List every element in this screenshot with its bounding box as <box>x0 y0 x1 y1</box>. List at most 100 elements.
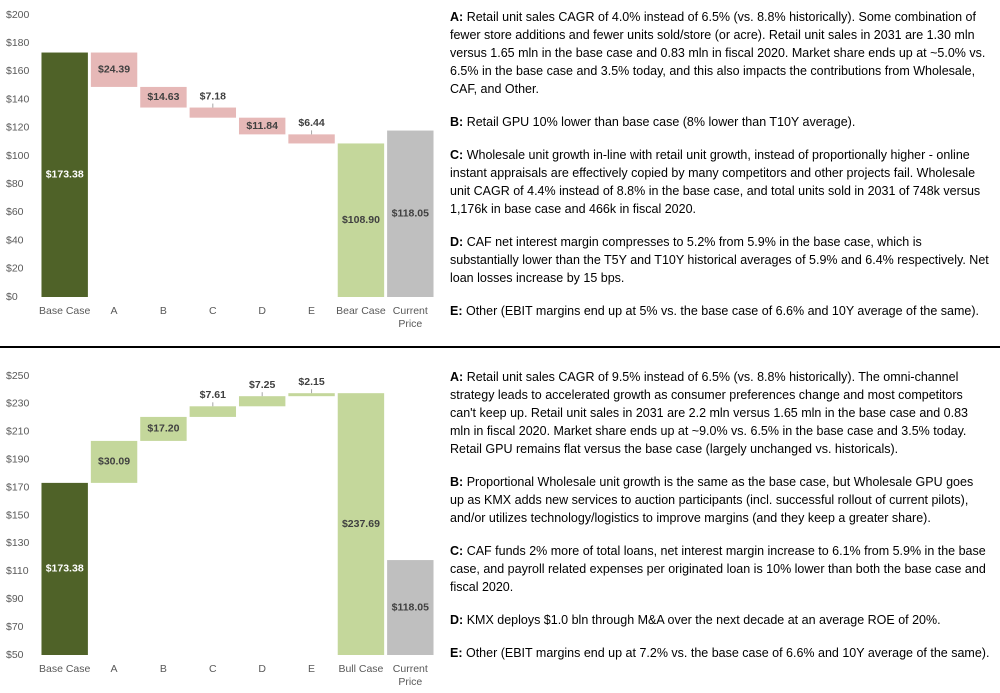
value-label: $7.18 <box>200 90 226 102</box>
y-tick-label: $80 <box>6 178 24 190</box>
note: C: CAF funds 2% more of total loans, net… <box>450 542 990 596</box>
x-tick-label: Bull Case <box>338 663 384 675</box>
value-label: $7.61 <box>200 389 226 401</box>
value-label: $7.25 <box>249 379 275 391</box>
value-label: $237.69 <box>342 518 380 530</box>
bar <box>189 107 237 118</box>
bar <box>337 393 385 655</box>
note: A: Retail unit sales CAGR of 9.5% instea… <box>450 368 990 458</box>
note-label: A: <box>450 370 464 384</box>
note: E: Other (EBIT margins end up at 7.2% vs… <box>450 644 990 662</box>
y-tick-label: $40 <box>6 234 24 246</box>
y-tick-label: $210 <box>6 426 30 438</box>
x-tick-label: C <box>209 663 217 675</box>
value-label: $173.38 <box>46 563 84 575</box>
note-text: Other (EBIT margins end up at 7.2% vs. t… <box>465 646 990 660</box>
y-tick-label: $50 <box>6 649 24 661</box>
divider <box>0 346 1000 348</box>
note-label: C: <box>450 544 464 558</box>
x-tick-label: E <box>308 305 316 317</box>
bar <box>387 560 434 655</box>
notes: A: Retail unit sales CAGR of 9.5% instea… <box>450 368 990 677</box>
note-label: E: <box>450 646 463 660</box>
bar <box>189 406 237 417</box>
y-tick-label: $180 <box>6 37 30 49</box>
bar <box>337 143 385 297</box>
x-tick-label: C <box>209 305 217 317</box>
bar <box>41 482 88 655</box>
y-tick-label: $150 <box>6 509 30 521</box>
bar <box>288 393 335 397</box>
y-tick-label: $70 <box>6 621 24 633</box>
bar <box>90 440 138 483</box>
note-label: B: <box>450 115 464 129</box>
x-tick-label: A <box>110 305 118 317</box>
value-label: $17.20 <box>147 423 179 435</box>
note-text: Proportional Wholesale unit growth is th… <box>450 475 974 525</box>
y-tick-label: $200 <box>6 9 30 21</box>
note-label: E: <box>450 304 463 318</box>
y-tick-label: $20 <box>6 263 24 275</box>
note-text: Wholesale unit growth in-line with retai… <box>450 148 981 216</box>
note-text: Other (EBIT margins end up at 5% vs. the… <box>465 304 980 318</box>
x-tick-label: Current Price <box>392 663 428 688</box>
y-tick-label: $90 <box>6 593 24 605</box>
y-tick-label: $60 <box>6 206 24 218</box>
note-label: C: <box>450 148 464 162</box>
note-text: CAF net interest margin compresses to 5.… <box>450 235 989 285</box>
bar <box>288 134 335 144</box>
value-label: $30.09 <box>98 456 130 468</box>
x-tick-label: Base Case <box>39 663 91 675</box>
y-tick-label: $140 <box>6 93 30 105</box>
bar <box>140 86 187 108</box>
y-tick-label: $250 <box>6 370 30 382</box>
notes: A: Retail unit sales CAGR of 4.0% instea… <box>450 8 990 335</box>
value-label: $173.38 <box>46 169 84 181</box>
value-label: $24.39 <box>98 64 130 76</box>
value-label: $14.63 <box>147 91 179 103</box>
note-label: A: <box>450 10 464 24</box>
note-label: D: <box>450 235 464 249</box>
x-tick-label: D <box>258 305 266 317</box>
x-tick-label: D <box>258 663 266 675</box>
y-tick-label: $170 <box>6 481 30 493</box>
note: E: Other (EBIT margins end up at 5% vs. … <box>450 302 990 320</box>
note: D: CAF net interest margin compresses to… <box>450 233 990 287</box>
note-text: Retail unit sales CAGR of 4.0% instead o… <box>450 10 986 96</box>
note: D: KMX deploys $1.0 bln through M&A over… <box>450 611 990 629</box>
y-tick-label: $230 <box>6 398 30 410</box>
x-tick-label: E <box>308 663 316 675</box>
note: A: Retail unit sales CAGR of 4.0% instea… <box>450 8 990 98</box>
note: B: Proportional Wholesale unit growth is… <box>450 473 990 527</box>
value-label: $2.15 <box>298 376 324 388</box>
value-label: $11.84 <box>246 120 278 132</box>
note-label: B: <box>450 475 464 489</box>
x-tick-label: B <box>159 663 167 675</box>
note: B: Retail GPU 10% lower than base case (… <box>450 113 990 131</box>
x-tick-label: A <box>110 663 118 675</box>
note-text: KMX deploys $1.0 bln through M&A over th… <box>466 613 941 627</box>
note-text: CAF funds 2% more of total loans, net in… <box>450 544 986 594</box>
y-tick-label: $0 <box>6 291 18 303</box>
x-tick-label: Current Price <box>392 305 428 330</box>
y-tick-label: $120 <box>6 122 30 134</box>
value-label: $6.44 <box>298 117 324 129</box>
value-label: $108.90 <box>342 214 380 226</box>
x-tick-label: Base Case <box>39 305 91 317</box>
value-label: $118.05 <box>392 601 430 613</box>
bar <box>140 416 187 441</box>
note-label: D: <box>450 613 464 627</box>
x-tick-label: B <box>159 305 167 317</box>
note-text: Retail unit sales CAGR of 9.5% instead o… <box>450 370 968 456</box>
bar <box>387 130 434 297</box>
bar <box>238 117 286 135</box>
y-tick-label: $100 <box>6 150 30 162</box>
bar <box>41 52 88 298</box>
y-tick-label: $130 <box>6 537 30 549</box>
bar <box>238 396 286 407</box>
bar <box>90 52 138 87</box>
note: C: Wholesale unit growth in-line with re… <box>450 146 990 218</box>
y-tick-label: $160 <box>6 65 30 77</box>
